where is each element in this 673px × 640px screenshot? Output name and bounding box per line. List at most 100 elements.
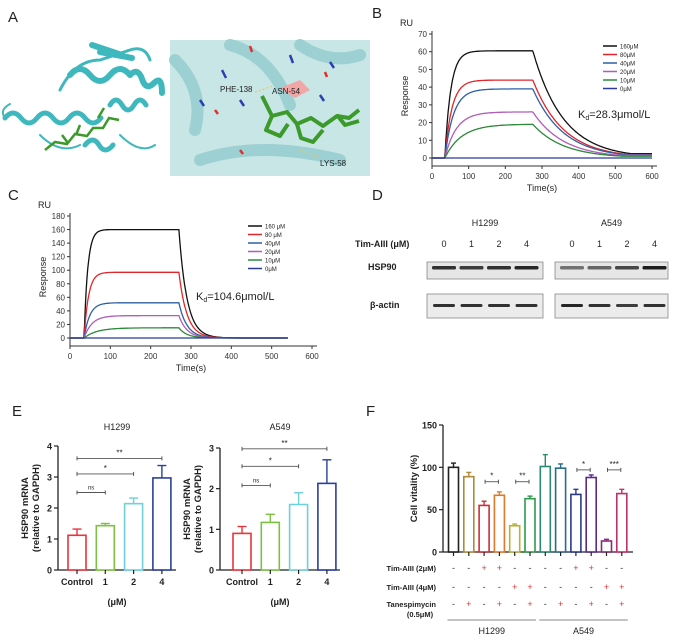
unit-label: RU [400, 18, 413, 28]
series-line-160μM [70, 228, 288, 339]
legend-label: 40μM [620, 62, 635, 68]
treatment-mark: + [619, 599, 624, 609]
panel-label-a: A [8, 9, 18, 26]
treatment-mark: - [498, 582, 501, 592]
treatment-mark: - [590, 582, 593, 592]
hsp90-band [514, 266, 539, 270]
x-axis-label: (μM) [108, 597, 127, 607]
hsp90-band [642, 266, 667, 270]
x-tick-label: 500 [609, 172, 623, 181]
treatment-mark: - [483, 599, 486, 609]
x-tick-label: Control [61, 577, 93, 587]
treatment-mark: - [513, 599, 516, 609]
series-line-10μM [70, 327, 288, 339]
bar [123, 502, 144, 571]
hsp90-band [560, 266, 584, 270]
series-line-10μM [432, 123, 652, 159]
y-tick-label: 1 [47, 535, 52, 545]
y-tick-label: 1 [209, 525, 214, 535]
kd-subscript: d [585, 115, 589, 122]
treatment-mark: - [574, 582, 577, 592]
x-tick-label: 400 [572, 172, 586, 181]
kd-symbol: K [196, 291, 204, 303]
significance-label: *** [609, 460, 618, 469]
significance-label: ** [116, 448, 122, 457]
bar [615, 492, 628, 553]
series-line-20μM [432, 111, 652, 159]
row-label-hsp90: HSP90 [368, 262, 397, 272]
y-tick-label: 20 [418, 119, 427, 128]
x-axis-label: (μM) [271, 597, 290, 607]
bar [260, 521, 281, 571]
treatment-mark: + [589, 599, 594, 609]
bar [539, 465, 552, 553]
x-tick-label: 600 [305, 352, 319, 361]
group-label: A549 [573, 626, 594, 636]
treatment-mark: + [619, 582, 624, 592]
y-axis-label-secondary: (relative to GAPDH) [193, 465, 204, 553]
treatment-mark: + [512, 582, 517, 592]
x-tick-label: 300 [535, 172, 549, 181]
kd-annotation: Kd=104.6μmol/L [196, 291, 274, 304]
treatment-mark: - [452, 563, 455, 573]
kd-annotation: Kd=28.3μmol/L [578, 109, 650, 122]
treatment-mark: + [573, 563, 578, 573]
dose-label: 0 [441, 239, 446, 249]
docking-closeup: PHE-138 ASN-54 LYS-58 [169, 39, 370, 176]
treatment-mark: - [452, 599, 455, 609]
y-axis-label: HSP90 mRNA [182, 478, 193, 540]
treatment-mark: + [527, 582, 532, 592]
y-axis-label-secondary: (relative to GAPDH) [31, 464, 42, 552]
x-tick-label: 100 [104, 352, 118, 361]
residue-label-asn54: ASN-54 [272, 87, 301, 96]
y-tick-label: 70 [418, 30, 427, 39]
treatment-mark: - [483, 582, 486, 592]
y-tick-label: 40 [56, 307, 65, 316]
series-line-40μM [432, 88, 652, 159]
x-tick-label: Control [226, 577, 258, 587]
y-tick-label: 180 [52, 212, 66, 221]
y-tick-label: 140 [52, 239, 66, 248]
treatment-label: Tim-AIII (μM) [355, 239, 409, 249]
blot-hsp90-membrane [426, 261, 544, 280]
y-tick-label: 2 [47, 504, 52, 514]
legend-label: 80μM [620, 53, 635, 59]
significance-label: ns [253, 478, 259, 484]
x-tick-label: 600 [645, 172, 659, 181]
x-tick-label: 500 [265, 352, 279, 361]
treatment-mark: - [544, 582, 547, 592]
legend-label: 10μM [620, 79, 635, 85]
x-tick-label: 4 [324, 577, 329, 587]
legend-label: 10μM [265, 259, 280, 265]
legend-label: 80 μM [265, 233, 282, 239]
y-axis-label: HSP90 mRNA [20, 477, 31, 539]
treatment-mark: - [620, 563, 623, 573]
treatment-mark: - [605, 599, 608, 609]
x-tick-label: 0 [68, 352, 73, 361]
bar [554, 467, 567, 553]
panel-label-b: B [372, 5, 382, 22]
bar [493, 494, 506, 553]
dose-label: 2 [624, 239, 629, 249]
x-tick-label: 1 [268, 577, 273, 587]
bar [95, 524, 116, 571]
chart-title: A549 [269, 422, 290, 432]
y-tick-label: 3 [209, 444, 214, 454]
legend-label: 160 μM [265, 225, 285, 231]
treatment-mark: + [558, 599, 563, 609]
actin-band [488, 304, 510, 307]
treatment-mark: + [589, 563, 594, 573]
dose-label: 2 [496, 239, 501, 249]
y-tick-label: 60 [56, 293, 65, 302]
bar [478, 504, 490, 553]
x-tick-label: 0 [430, 172, 435, 181]
significance-label: ** [281, 439, 287, 448]
significance-label: * [582, 460, 585, 469]
treatment-row-label: Tanespimycin [387, 600, 437, 609]
dose-label: 1 [469, 239, 474, 249]
dose-label: 4 [524, 239, 529, 249]
actin-band [433, 304, 455, 307]
y-tick-label: 40 [418, 83, 427, 92]
